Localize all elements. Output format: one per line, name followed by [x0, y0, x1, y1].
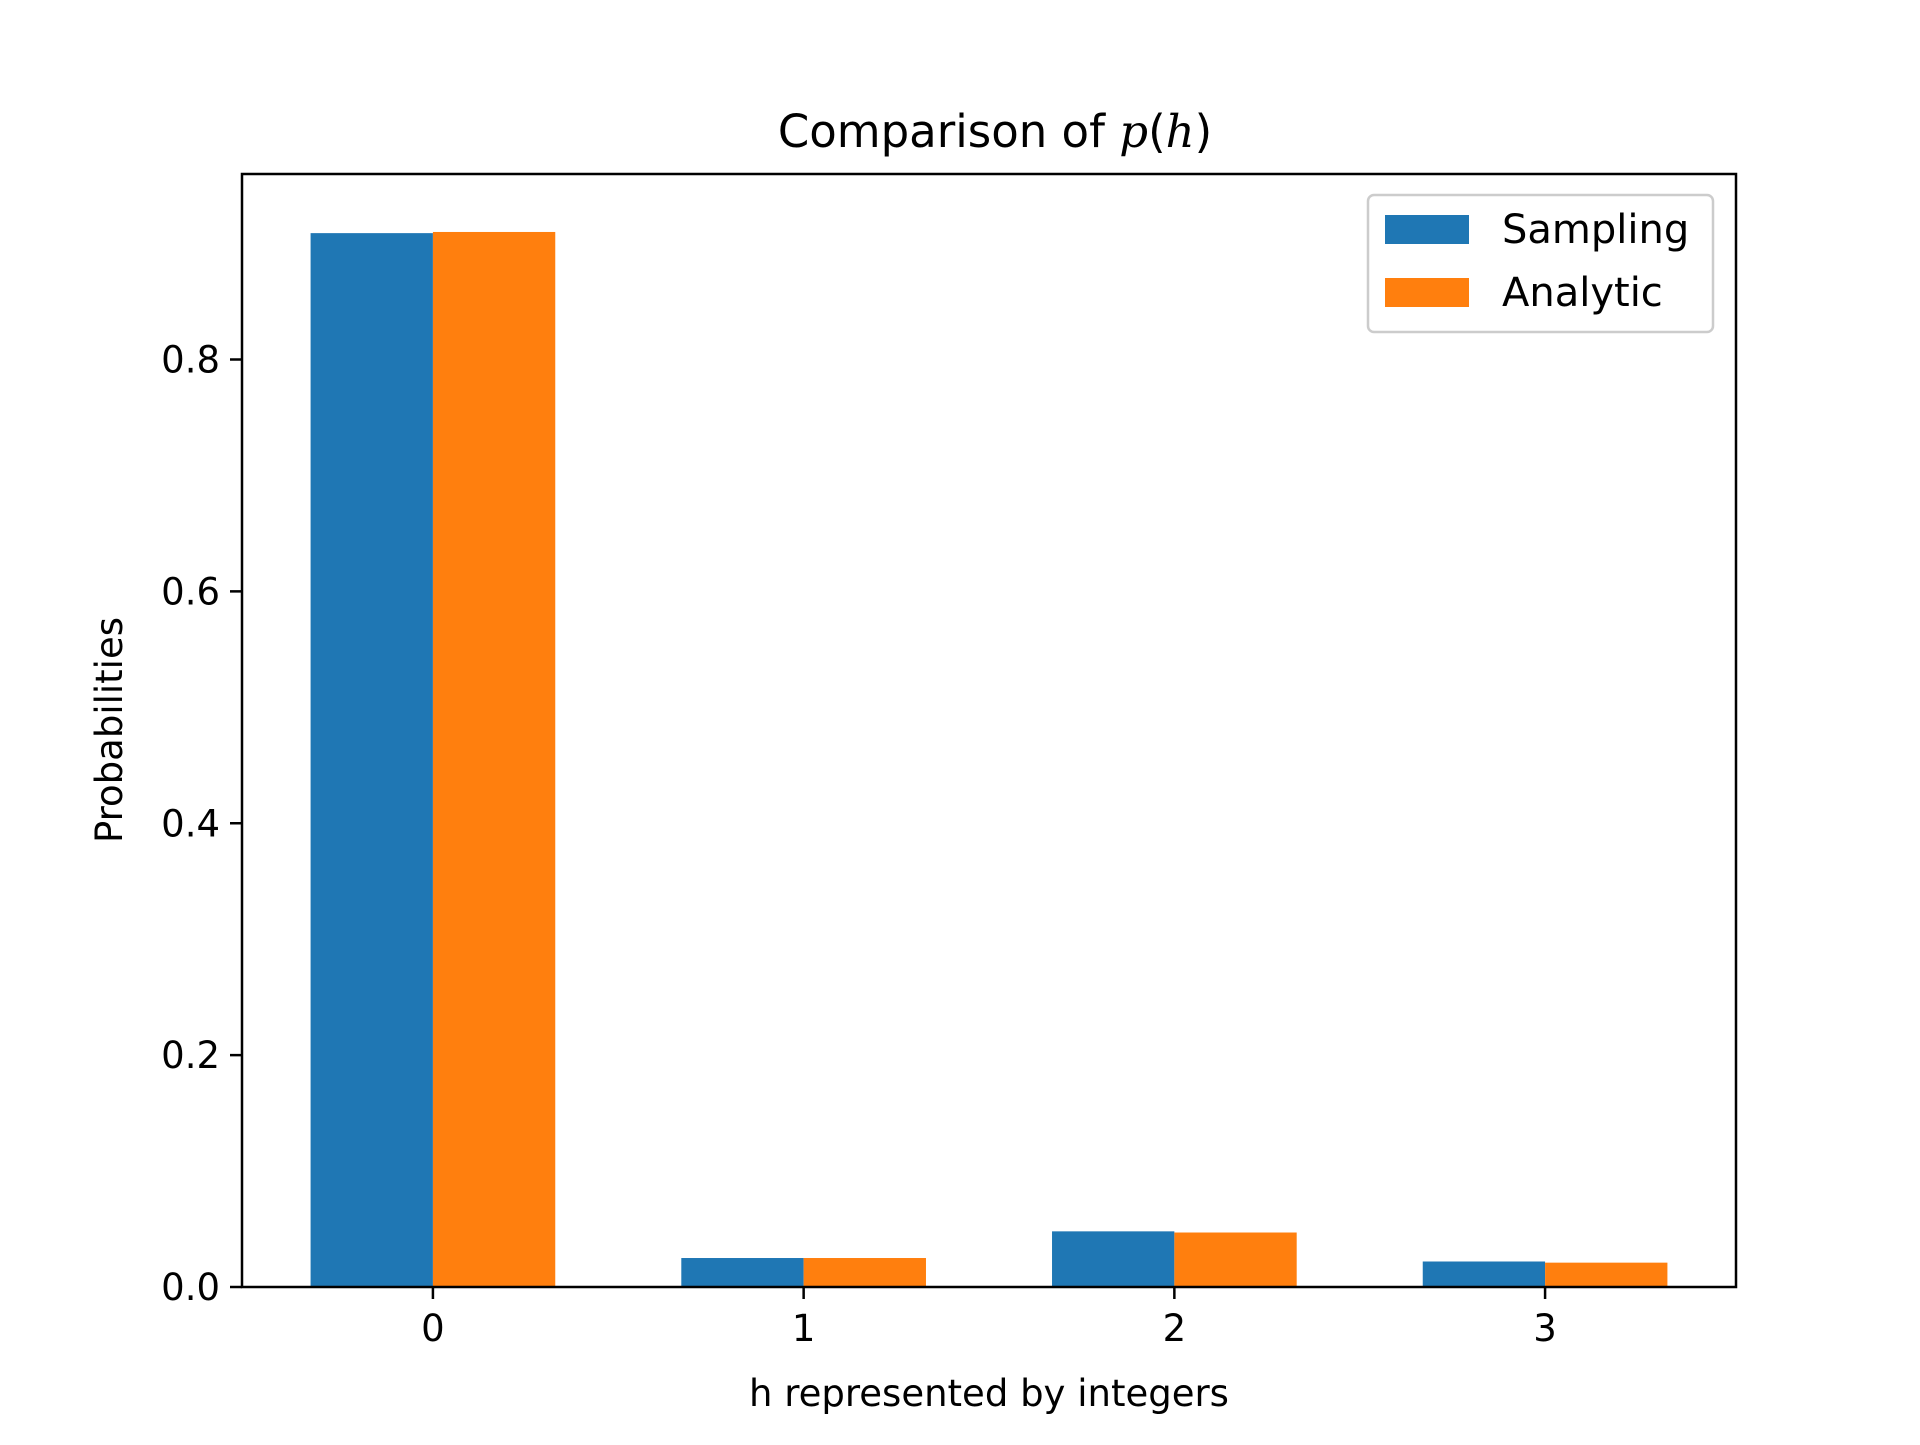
x-tick-label-2: 2: [1163, 1307, 1187, 1350]
bar-sampling-2: [1052, 1231, 1175, 1287]
legend-swatch-sampling: [1385, 215, 1469, 244]
x-axis-label: h represented by integers: [749, 1372, 1229, 1415]
x-axis-ticks: 0 1 2 3: [421, 1287, 1557, 1350]
legend-label-sampling: Sampling: [1502, 207, 1689, 253]
bars-layer: [310, 231, 1668, 1287]
bar-analytic-0: [432, 231, 556, 1287]
bar-analytic-1: [803, 1258, 926, 1287]
chart-title-paren-close: ): [1195, 105, 1213, 158]
y-tick-label-3: 0.6: [161, 570, 220, 613]
x-tick-label-0: 0: [421, 1307, 445, 1350]
y-tick-label-0: 0.0: [161, 1266, 220, 1309]
plot-frame: [240, 172, 1738, 1289]
bar-sampling-3: [1422, 1261, 1546, 1287]
bar-sampling-0: [310, 233, 433, 1287]
legend: Sampling Analytic: [1366, 193, 1715, 334]
chart-title-prefix: Comparison of: [778, 105, 1119, 158]
y-axis-label: Probabilities: [88, 617, 131, 843]
chart-title-var-p: p: [1119, 105, 1148, 158]
x-tick-label-1: 1: [792, 1307, 816, 1350]
y-tick-label-4: 0.8: [161, 339, 220, 382]
bar-analytic-3: [1545, 1262, 1668, 1287]
y-axis-ticks: 0.0 0.2 0.4 0.6 0.8: [161, 339, 242, 1309]
y-tick-label-1: 0.2: [161, 1034, 220, 1077]
chart-title-var-h: h: [1166, 105, 1195, 158]
legend-label-analytic: Analytic: [1502, 270, 1663, 316]
y-tick-label-2: 0.4: [161, 802, 220, 845]
bar-analytic-2: [1174, 1232, 1297, 1287]
x-tick-label-3: 3: [1533, 1307, 1557, 1350]
chart-title: Comparison of p(h): [778, 105, 1212, 158]
bar-sampling-1: [681, 1258, 804, 1287]
legend-swatch-analytic: [1385, 278, 1469, 307]
chart-title-paren-open: (: [1148, 105, 1166, 158]
